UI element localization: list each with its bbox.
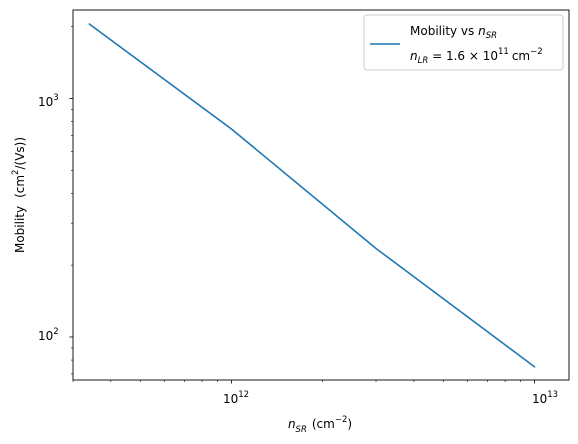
x-tick-label-1e12: 1012 <box>223 390 249 406</box>
y-axis-label: Mobility(cm2/(Vs)) <box>11 137 27 253</box>
x-axis-label: nSR (cm−2) <box>288 415 352 435</box>
y-tick-label-1e3: 103 <box>38 93 59 109</box>
x-tick-label-1e13: 1013 <box>532 390 558 406</box>
legend-entry-line2: nLR = 1.6 × 1011 cm−2 <box>410 47 543 66</box>
legend-box <box>363 14 564 71</box>
major-ticks <box>69 98 535 384</box>
y-tick-label-1e2: 102 <box>38 327 59 343</box>
legend-entry-line1: Mobility vs nSR <box>410 24 497 41</box>
plot-frame <box>72 9 570 381</box>
series-layer <box>88 23 536 368</box>
legend: Mobility vs nSR nLR = 1.6 × 1011 cm−2 <box>363 14 564 71</box>
series-line-0 <box>88 23 536 368</box>
